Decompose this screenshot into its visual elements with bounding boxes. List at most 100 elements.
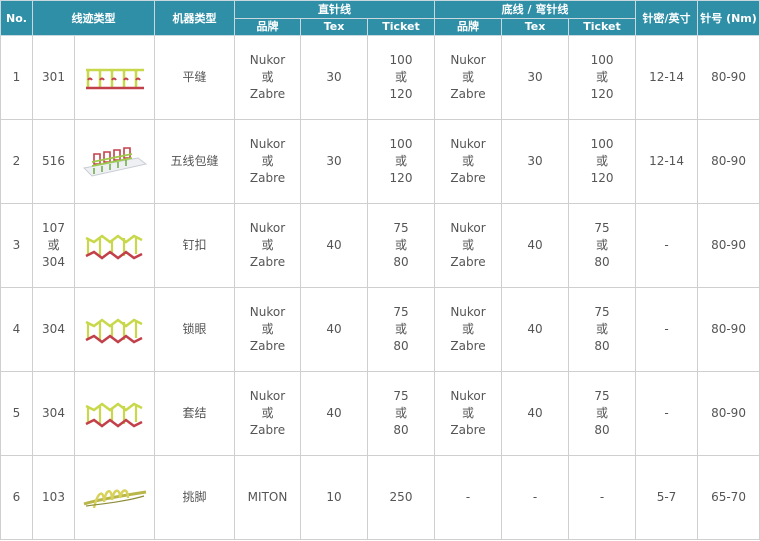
cell-line: 304 <box>42 406 65 420</box>
cell-needle-ticket: 100 或 120 <box>366 35 436 120</box>
cell-bobbin-brand: Nukor 或 Zabre <box>434 119 503 204</box>
cell-line: 或 <box>261 238 274 252</box>
zigzag-diagram-icon <box>84 317 143 344</box>
cell-line: 或 <box>395 154 408 168</box>
cell-line: Zabre <box>249 171 286 185</box>
cell-line: 或 <box>462 238 475 252</box>
cell-line: Nukor <box>249 389 286 403</box>
cell-line: 75 <box>594 221 610 235</box>
table-row: 4 304 锁眼 Nukor 或 Zabre 40 75 或 80 Nukor 或 Zabre 40 75… <box>0 287 760 372</box>
cell-needle-tex: 40 <box>300 287 368 372</box>
cell-needle-size: 80-90 <box>697 35 760 120</box>
table-row: 5 304 套结 Nukor 或 Zabre 40 75 或 80 Nukor 或 Zabre 40 75… <box>0 371 760 456</box>
cell-stitch-code: 516 <box>32 119 75 204</box>
cell-bobbin-ticket: 75 或 80 <box>568 371 637 456</box>
cell-spi: 5-7 <box>635 455 699 540</box>
cell-stitch-code: 107 或 304 <box>32 203 75 288</box>
cell-bobbin-ticket: 100 或 120 <box>568 35 637 120</box>
cell-line: 或 <box>395 70 408 84</box>
cell-line: 或 <box>596 406 609 420</box>
overlock-diagram-icon <box>82 146 147 177</box>
cell-spi: - <box>635 203 699 288</box>
cell-stitch-diagram <box>74 455 155 540</box>
header-spi: 针密/英寸 <box>635 0 699 36</box>
cell-line: 或 <box>462 322 475 336</box>
cell-line: Zabre <box>450 171 486 185</box>
cell-needle-size: 80-90 <box>697 119 760 204</box>
cell-line: 或 <box>596 322 609 336</box>
cell-line: Nukor <box>249 137 286 151</box>
cell-no: 4 <box>0 287 33 372</box>
cell-line: 120 <box>590 87 614 101</box>
cell-line: Zabre <box>249 423 286 437</box>
cell-line: 或 <box>261 322 274 336</box>
cell-machine-type: 平缝 <box>154 35 235 120</box>
cell-needle-tex: 40 <box>300 371 368 456</box>
header-needle-size: 针号 (Nm) <box>697 0 760 36</box>
cell-bobbin-ticket: 100 或 120 <box>568 119 637 204</box>
cell-needle-brand: Nukor 或 Zabre <box>234 119 301 204</box>
cell-line: 80 <box>393 423 409 437</box>
cell-needle-brand: MITON <box>234 455 301 540</box>
cell-line: 或 <box>596 154 609 168</box>
cell-needle-ticket: 75 或 80 <box>366 203 436 288</box>
cell-line: 或 <box>596 238 609 252</box>
cell-line: Zabre <box>249 339 286 353</box>
cell-stitch-code: 304 <box>32 371 75 456</box>
header-needle-thread: 直针线 <box>233 0 436 19</box>
cell-needle-ticket: 100 或 120 <box>366 119 436 204</box>
header-needle-tex: Tex <box>300 17 368 36</box>
cell-line: Zabre <box>249 87 286 101</box>
cell-line: Nukor <box>450 305 486 319</box>
table-row: 2 516 五线包缝 Nukor 或 Zabre 30 100 或 120 Nukor 或 Zabre… <box>0 119 760 204</box>
cell-needle-brand: Nukor 或 Zabre <box>234 371 301 456</box>
cell-stitch-diagram <box>74 35 155 120</box>
cell-line: 80 <box>393 339 409 353</box>
cell-needle-ticket: 250 <box>366 455 436 540</box>
cell-line: 80 <box>393 255 409 269</box>
header-bobbin-tex: Tex <box>501 17 570 36</box>
cell-machine-type: 钉扣 <box>154 203 235 288</box>
cell-line: 或 <box>462 406 475 420</box>
cell-stitch-code: 301 <box>32 35 75 120</box>
cell-needle-ticket: 75 或 80 <box>366 287 436 372</box>
cell-bobbin-ticket: 75 或 80 <box>568 287 637 372</box>
cell-line: 或 <box>395 238 408 252</box>
cell-line: Zabre <box>450 87 486 101</box>
header-row-1: No. 线迹类型 机器类型 直针线 底线 / 弯针线 针密/英寸 针号 (Nm) <box>0 0 760 36</box>
cell-bobbin-brand: Nukor 或 Zabre <box>434 35 503 120</box>
cell-line: 75 <box>393 389 409 403</box>
cell-line: 75 <box>594 305 610 319</box>
header-needle-brand: 品牌 <box>234 17 301 36</box>
cell-line: 或 <box>395 322 408 336</box>
cell-line: - <box>465 490 471 504</box>
cell-line: Nukor <box>450 221 486 235</box>
cell-needle-brand: Nukor 或 Zabre <box>234 35 301 120</box>
cell-needle-ticket: 75 或 80 <box>366 371 436 456</box>
cell-bobbin-brand: Nukor 或 Zabre <box>434 287 503 372</box>
header-needle-ticket: Ticket <box>366 17 436 36</box>
cell-line: 100 <box>590 53 614 67</box>
cell-stitch-diagram <box>74 203 155 288</box>
header-bobbin-brand: 品牌 <box>434 17 503 36</box>
cell-line: Zabre <box>450 423 486 437</box>
cell-line: 100 <box>389 137 413 151</box>
cell-line: 75 <box>393 221 409 235</box>
cell-bobbin-brand: - <box>434 455 503 540</box>
cell-line: 250 <box>389 490 413 504</box>
header-no: No. <box>0 0 33 36</box>
table-row: 6 103 挑脚 MITON 10 250 - - - 5-7 65-70 <box>0 455 760 540</box>
cell-needle-size: 80-90 <box>697 203 760 288</box>
cell-line: Zabre <box>450 255 486 269</box>
cell-bobbin-tex: 40 <box>501 287 570 372</box>
cell-bobbin-tex: 40 <box>501 371 570 456</box>
cell-line: 或 <box>462 154 475 168</box>
lockstitch-diagram-icon <box>85 68 144 89</box>
cell-line: Nukor <box>450 53 486 67</box>
cell-spi: - <box>635 371 699 456</box>
cell-line: Zabre <box>249 255 286 269</box>
cell-line: 或 <box>596 70 609 84</box>
cell-line: 301 <box>42 70 65 84</box>
cell-line: 75 <box>594 389 610 403</box>
cell-line: 103 <box>42 490 65 504</box>
